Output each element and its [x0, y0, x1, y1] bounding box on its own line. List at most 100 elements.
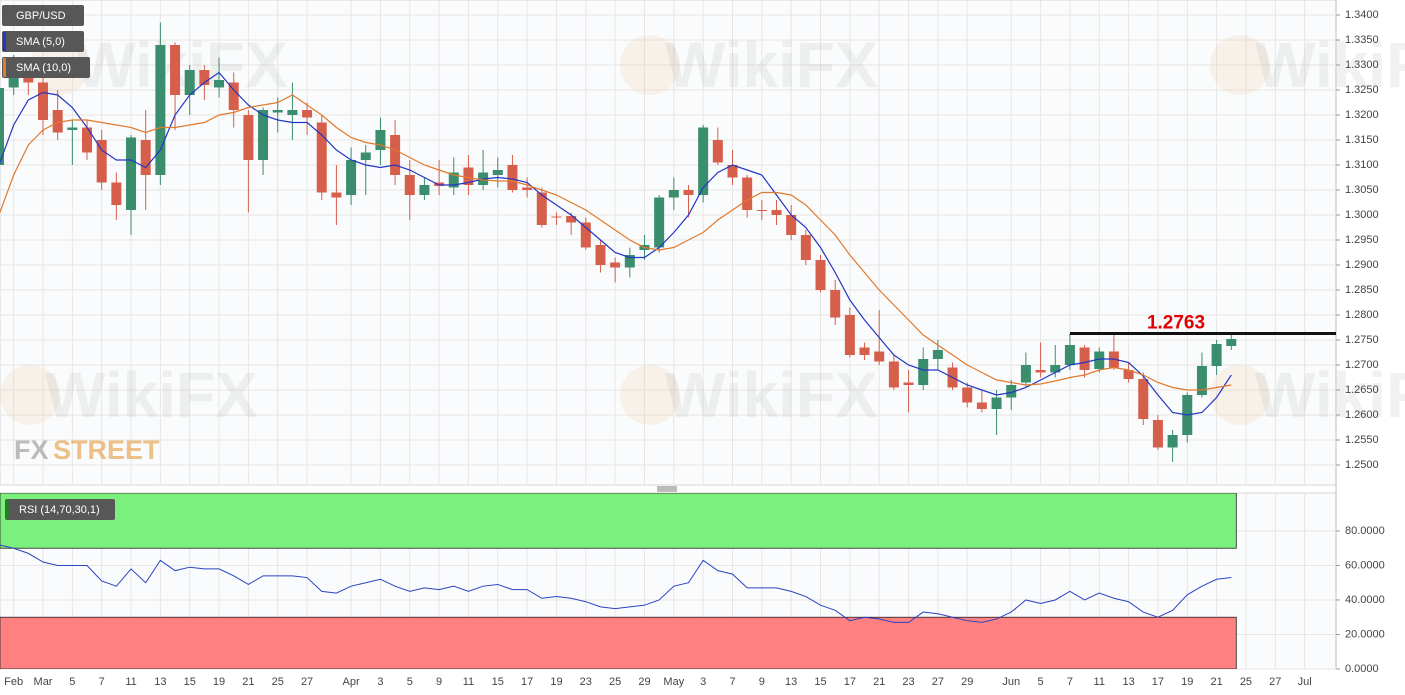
candle-body — [668, 190, 679, 198]
candle-body — [830, 290, 841, 318]
price-plot — [0, 22, 1336, 462]
x-tick-label: 19 — [213, 676, 225, 688]
candle-body — [654, 197, 665, 248]
y-tick-label: 1.3300 — [1345, 59, 1379, 71]
y-tick-label: 1.2550 — [1345, 434, 1379, 446]
candle-body — [111, 182, 122, 205]
y-tick-label: 1.3100 — [1345, 159, 1379, 171]
candle-body — [52, 110, 63, 133]
candle-body — [492, 170, 503, 175]
candle-body — [96, 140, 107, 183]
candle-body — [800, 235, 811, 260]
x-tick-label: 7 — [729, 676, 735, 688]
legend-label: GBP/USD — [16, 10, 66, 22]
watermark-emblem — [0, 365, 60, 425]
resistance-label: 1.2763 — [1147, 313, 1205, 334]
watermarks: WikiFX WikiFX WikiFX WikiFX WikiFX WikiFX — [0, 29, 1405, 431]
candle-body — [786, 215, 797, 235]
legend-swatch — [6, 500, 9, 519]
watermark-emblem — [1210, 35, 1270, 95]
legend-swatch — [3, 58, 6, 77]
candle-body — [683, 190, 694, 195]
y-tick-label: 1.2650 — [1345, 384, 1379, 396]
candle-body — [580, 222, 591, 248]
candle-body — [595, 245, 606, 265]
x-tick-label: 11 — [463, 676, 474, 688]
candle-body — [712, 140, 723, 163]
candle-body — [1035, 370, 1046, 373]
candle-body — [1079, 347, 1090, 370]
candle-body — [962, 387, 973, 403]
candle-body — [316, 122, 327, 193]
x-tick-label: 21 — [242, 676, 254, 688]
y-tick-label: 1.3250 — [1345, 84, 1379, 96]
candle-body — [874, 351, 885, 362]
axes: Feb Mar 5 7 11 13 15 19 21 25 27 Apr 3 5 9 11 15 17 19 23 25… — [4, 9, 1385, 688]
watermark-emblem — [620, 365, 680, 425]
candle-body — [1094, 351, 1105, 369]
legend-box — [2, 5, 84, 26]
x-tick-label: 23 — [580, 676, 592, 688]
candle-body — [536, 192, 547, 225]
fxstreet-logo: FX STREET — [14, 435, 160, 465]
candle-body — [698, 127, 709, 195]
y-tick-label: 1.3400 — [1345, 9, 1379, 21]
x-tick-label: 29 — [961, 676, 973, 688]
watermark: WikiFX — [665, 359, 878, 431]
candle-body — [624, 255, 635, 268]
candle-body — [434, 182, 445, 186]
candle-body — [1167, 435, 1178, 448]
y-tick-label: 1.2600 — [1345, 409, 1379, 421]
candle-body — [184, 70, 195, 95]
rsi-plot — [0, 493, 1237, 669]
candle-body — [331, 192, 342, 198]
y-tick-label: 0.0000 — [1345, 663, 1379, 675]
x-tick-label: 15 — [492, 676, 504, 688]
candle-body — [903, 382, 914, 385]
y-tick-label: 1.2700 — [1345, 359, 1379, 371]
y-tick-label: 1.3000 — [1345, 209, 1379, 221]
candle-body — [404, 175, 415, 195]
overbought-zone — [0, 493, 1237, 549]
x-tick-label: 17 — [1152, 676, 1164, 688]
candle-body — [375, 130, 386, 150]
candle-body — [1123, 370, 1134, 379]
y-tick-label: 1.2900 — [1345, 259, 1379, 271]
panel-divider-handle — [657, 486, 677, 492]
candle-body — [1050, 365, 1061, 373]
legend: GBP/USD SMA (5,0) SMA (10,0) RSI (14,70,30,… — [2, 5, 115, 520]
candle-body — [155, 45, 166, 175]
y-tick-label: 60.0000 — [1345, 559, 1385, 571]
candle-body — [170, 45, 181, 95]
candle-body — [346, 160, 357, 195]
x-tick-label: 9 — [759, 676, 765, 688]
y-tick-label: 20.0000 — [1345, 628, 1385, 640]
candle-body — [522, 187, 533, 190]
candle-body — [1020, 365, 1031, 383]
x-tick-label: Jul — [1298, 676, 1312, 688]
candle-body — [815, 260, 826, 290]
candle-body — [302, 110, 313, 118]
x-tick-label: 25 — [609, 676, 621, 688]
candle-body — [991, 397, 1002, 409]
candle-body — [551, 216, 562, 218]
watermark: WikiFX — [1255, 359, 1405, 431]
x-tick-label: 5 — [407, 676, 413, 688]
legend-swatch — [3, 32, 6, 51]
x-tick-label: 13 — [785, 676, 797, 688]
candle-body — [771, 210, 782, 215]
x-tick-label: 11 — [1094, 676, 1105, 688]
oversold-zone — [0, 616, 1237, 669]
x-tick-label: Feb — [4, 676, 23, 688]
candle-body — [1006, 385, 1017, 398]
candle-body — [448, 172, 459, 188]
candle-body — [566, 216, 577, 223]
series-line — [0, 544, 1232, 623]
x-tick-label: 23 — [902, 676, 914, 688]
x-tick-label: Mar — [34, 676, 53, 688]
candle-body — [844, 315, 855, 355]
candle-body — [360, 152, 371, 160]
candle-body — [888, 361, 899, 388]
candle-body — [1152, 420, 1163, 448]
